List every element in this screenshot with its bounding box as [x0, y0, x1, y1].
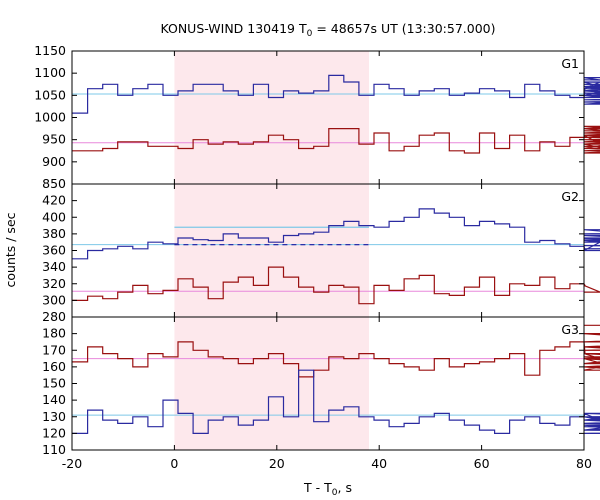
- y-tick-label: 1050: [34, 87, 66, 102]
- red-light-curve: [72, 125, 600, 154]
- blue-light-curve: [72, 208, 600, 260]
- y-tick-label: 130: [42, 409, 66, 424]
- y-tick-label: 340: [42, 259, 66, 274]
- y-tick-label: 360: [42, 243, 66, 258]
- y-tick-label: 150: [42, 376, 66, 391]
- chart-title-subscript: 0: [307, 29, 313, 39]
- y-tick-label: 950: [42, 132, 66, 147]
- x-tick-label: 0: [170, 456, 178, 471]
- blue-light-curve: [72, 369, 600, 434]
- x-tick-label: 40: [371, 456, 387, 471]
- y-tick-label: 120: [42, 425, 66, 440]
- y-tick-label: 110: [42, 442, 66, 457]
- y-tick-label: 380: [42, 226, 66, 241]
- y-tick-label: 850: [42, 176, 66, 191]
- y-tick-label: 900: [42, 154, 66, 169]
- y-tick-label: 320: [42, 276, 66, 291]
- y-tick-label: 170: [42, 342, 66, 357]
- y-tick-label: 1150: [34, 43, 66, 58]
- panel-label: G2: [561, 189, 579, 204]
- shaded-interval-layer: [174, 51, 369, 450]
- x-tick-label: 60: [474, 456, 490, 471]
- y-tick-label: 180: [42, 326, 66, 341]
- red-light-curve: [72, 266, 600, 305]
- y-tick-label: 1000: [34, 110, 66, 125]
- x-tick-label: 80: [576, 456, 592, 471]
- panel-g3: [72, 324, 600, 434]
- x-axis-label: T - T0, s: [303, 480, 352, 498]
- tick-layer: 8509009501000105011001150G12803003203403…: [34, 43, 592, 471]
- y-tick-label: 160: [42, 359, 66, 374]
- y-axis-label: counts / sec: [3, 212, 18, 287]
- blue-light-curve: [72, 74, 600, 114]
- y-tick-label: 280: [42, 309, 66, 324]
- x-tick-label: -20: [62, 456, 82, 471]
- y-tick-label: 300: [42, 292, 66, 307]
- y-tick-label: 400: [42, 209, 66, 224]
- x-axis-label-subscript: 0: [332, 488, 338, 498]
- y-tick-label: 140: [42, 392, 66, 407]
- panel-label: G1: [561, 56, 579, 71]
- x-tick-label: 20: [269, 456, 285, 471]
- red-light-curve: [72, 324, 600, 378]
- y-tick-label: 420: [42, 193, 66, 208]
- shaded-interval: [174, 51, 369, 450]
- chart-title: KONUS-WIND 130419 T0 = 48657s UT (13:30:…: [160, 21, 495, 39]
- panel-g1: [72, 74, 600, 154]
- y-tick-label: 1100: [34, 65, 66, 80]
- panel-g2: [72, 208, 600, 305]
- panel-label: G3: [561, 322, 579, 337]
- panels-layer: [72, 74, 600, 434]
